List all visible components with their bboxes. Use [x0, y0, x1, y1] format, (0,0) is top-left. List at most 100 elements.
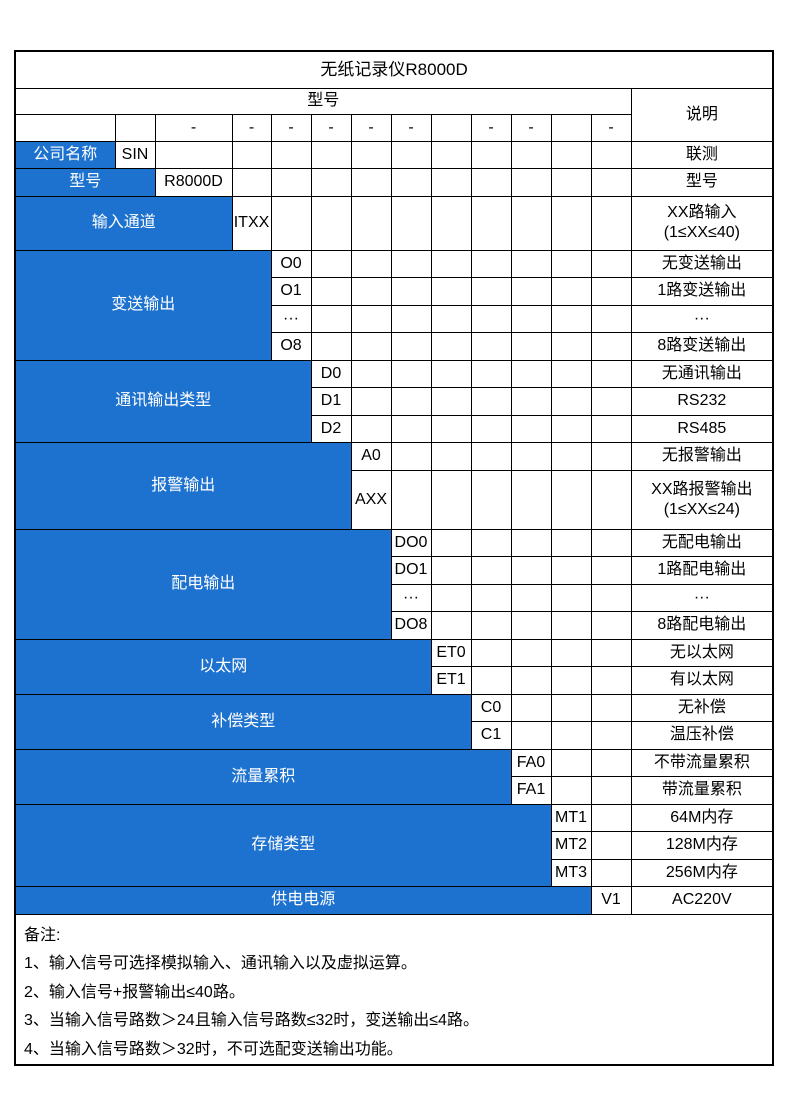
empty-cell	[390, 249, 432, 278]
empty-cell	[510, 249, 552, 278]
empty-cell	[470, 638, 512, 667]
description-cell: ···	[630, 583, 774, 612]
empty-cell	[430, 304, 472, 333]
label-power-supply: 供电电源	[14, 886, 592, 915]
empty-cell	[510, 304, 552, 333]
description-cell: 无以太网	[630, 638, 774, 667]
empty-cell	[550, 638, 592, 667]
label-transmit-output: 变送输出	[14, 249, 272, 361]
label-alarm-output: 报警输出	[14, 442, 352, 530]
label-ethernet: 以太网	[14, 638, 432, 695]
empty-cell	[470, 528, 512, 557]
empty-cell	[590, 304, 632, 333]
empty-cell	[470, 611, 512, 640]
description-cell: 无变送输出	[630, 249, 774, 278]
label-distribution-output: 配电输出	[14, 528, 392, 640]
empty-cell	[510, 359, 552, 388]
empty-cell	[510, 414, 552, 443]
empty-cell	[590, 583, 632, 612]
empty-cell	[154, 140, 233, 169]
empty-cell	[590, 693, 632, 722]
empty-cell	[470, 387, 512, 416]
empty-cell	[470, 249, 512, 278]
empty-cell	[550, 583, 592, 612]
empty-cell	[590, 611, 632, 640]
empty-cell	[390, 442, 432, 471]
code-cell: V1	[590, 886, 632, 915]
code-cell: DO1	[390, 556, 432, 585]
empty-cell	[590, 195, 632, 251]
description-cell: 256M内存	[630, 858, 774, 887]
label-comm-output-type: 通讯输出类型	[14, 359, 312, 443]
empty-cell	[550, 528, 592, 557]
empty-cell	[350, 195, 392, 251]
empty-cell	[350, 249, 392, 278]
empty-cell	[430, 611, 472, 640]
description-cell: 64M内存	[630, 803, 774, 832]
empty-cell	[231, 168, 272, 197]
description-line2: (1≤XX≤40)	[663, 224, 740, 241]
code-cell: ···	[270, 304, 312, 333]
empty-cell	[550, 611, 592, 640]
description-cell: 不带流量累积	[630, 748, 774, 777]
code-cell: ITXX	[231, 195, 272, 251]
empty-cell	[390, 140, 432, 169]
empty-cell	[470, 304, 512, 333]
empty-cell	[310, 195, 352, 251]
code-cell: DO0	[390, 528, 432, 557]
code-cell: ···	[390, 583, 432, 612]
code-cell: A0	[350, 442, 392, 471]
empty-cell	[510, 611, 552, 640]
empty-cell	[310, 140, 352, 169]
empty-cell	[590, 556, 632, 585]
description-cell: 8路配电输出	[630, 611, 774, 640]
code-cell: C0	[470, 693, 512, 722]
empty-cell	[510, 387, 552, 416]
empty-cell	[310, 249, 352, 278]
empty-cell	[550, 748, 592, 777]
empty-cell	[550, 556, 592, 585]
description-cell: XX路输入 (1≤XX≤40)	[630, 195, 774, 251]
description-cell: XX路报警输出 (1≤XX≤24)	[630, 469, 774, 530]
empty-cell	[590, 748, 632, 777]
description-cell: ···	[630, 304, 774, 333]
dash-cell: -	[231, 113, 272, 142]
empty-cell	[470, 168, 512, 197]
empty-cell	[510, 168, 552, 197]
empty-cell	[590, 469, 632, 530]
empty-cell	[470, 583, 512, 612]
label-compensation-type: 补偿类型	[14, 693, 472, 750]
note-item: 4、当输入信号路数＞32时，不可选配变送输出功能。	[24, 1040, 403, 1058]
description-cell: RS232	[630, 387, 774, 416]
empty-cell	[231, 140, 272, 169]
empty-cell	[590, 359, 632, 388]
empty-cell	[590, 277, 632, 306]
empty-cell	[590, 803, 632, 832]
empty-cell	[590, 858, 632, 887]
label-model: 型号	[14, 168, 156, 197]
code-cell: O1	[270, 277, 312, 306]
empty-cell	[430, 387, 472, 416]
empty-cell	[390, 168, 432, 197]
empty-cell	[390, 387, 432, 416]
code-cell: D1	[310, 387, 352, 416]
empty-cell	[550, 304, 592, 333]
empty-cell	[470, 469, 512, 530]
empty-cell	[510, 277, 552, 306]
code-cell: FA1	[510, 776, 552, 805]
description-cell: 128M内存	[630, 831, 774, 860]
empty-cell	[470, 332, 512, 361]
empty-cell	[430, 195, 472, 251]
model-selection-table: 无纸记录仪R8000D 型号 说明 - - - - - - - - - 公司名称…	[14, 50, 775, 1066]
empty-cell	[590, 776, 632, 805]
description-line1: XX路报警输出	[651, 480, 753, 498]
empty-cell	[590, 414, 632, 443]
empty-cell	[470, 556, 512, 585]
empty-cell	[470, 195, 512, 251]
empty-cell	[470, 666, 512, 695]
code-cell: ET1	[430, 666, 472, 695]
empty-cell	[550, 414, 592, 443]
code-cell: O0	[270, 249, 312, 278]
dash-cell: -	[470, 113, 512, 142]
empty-cell	[550, 195, 592, 251]
